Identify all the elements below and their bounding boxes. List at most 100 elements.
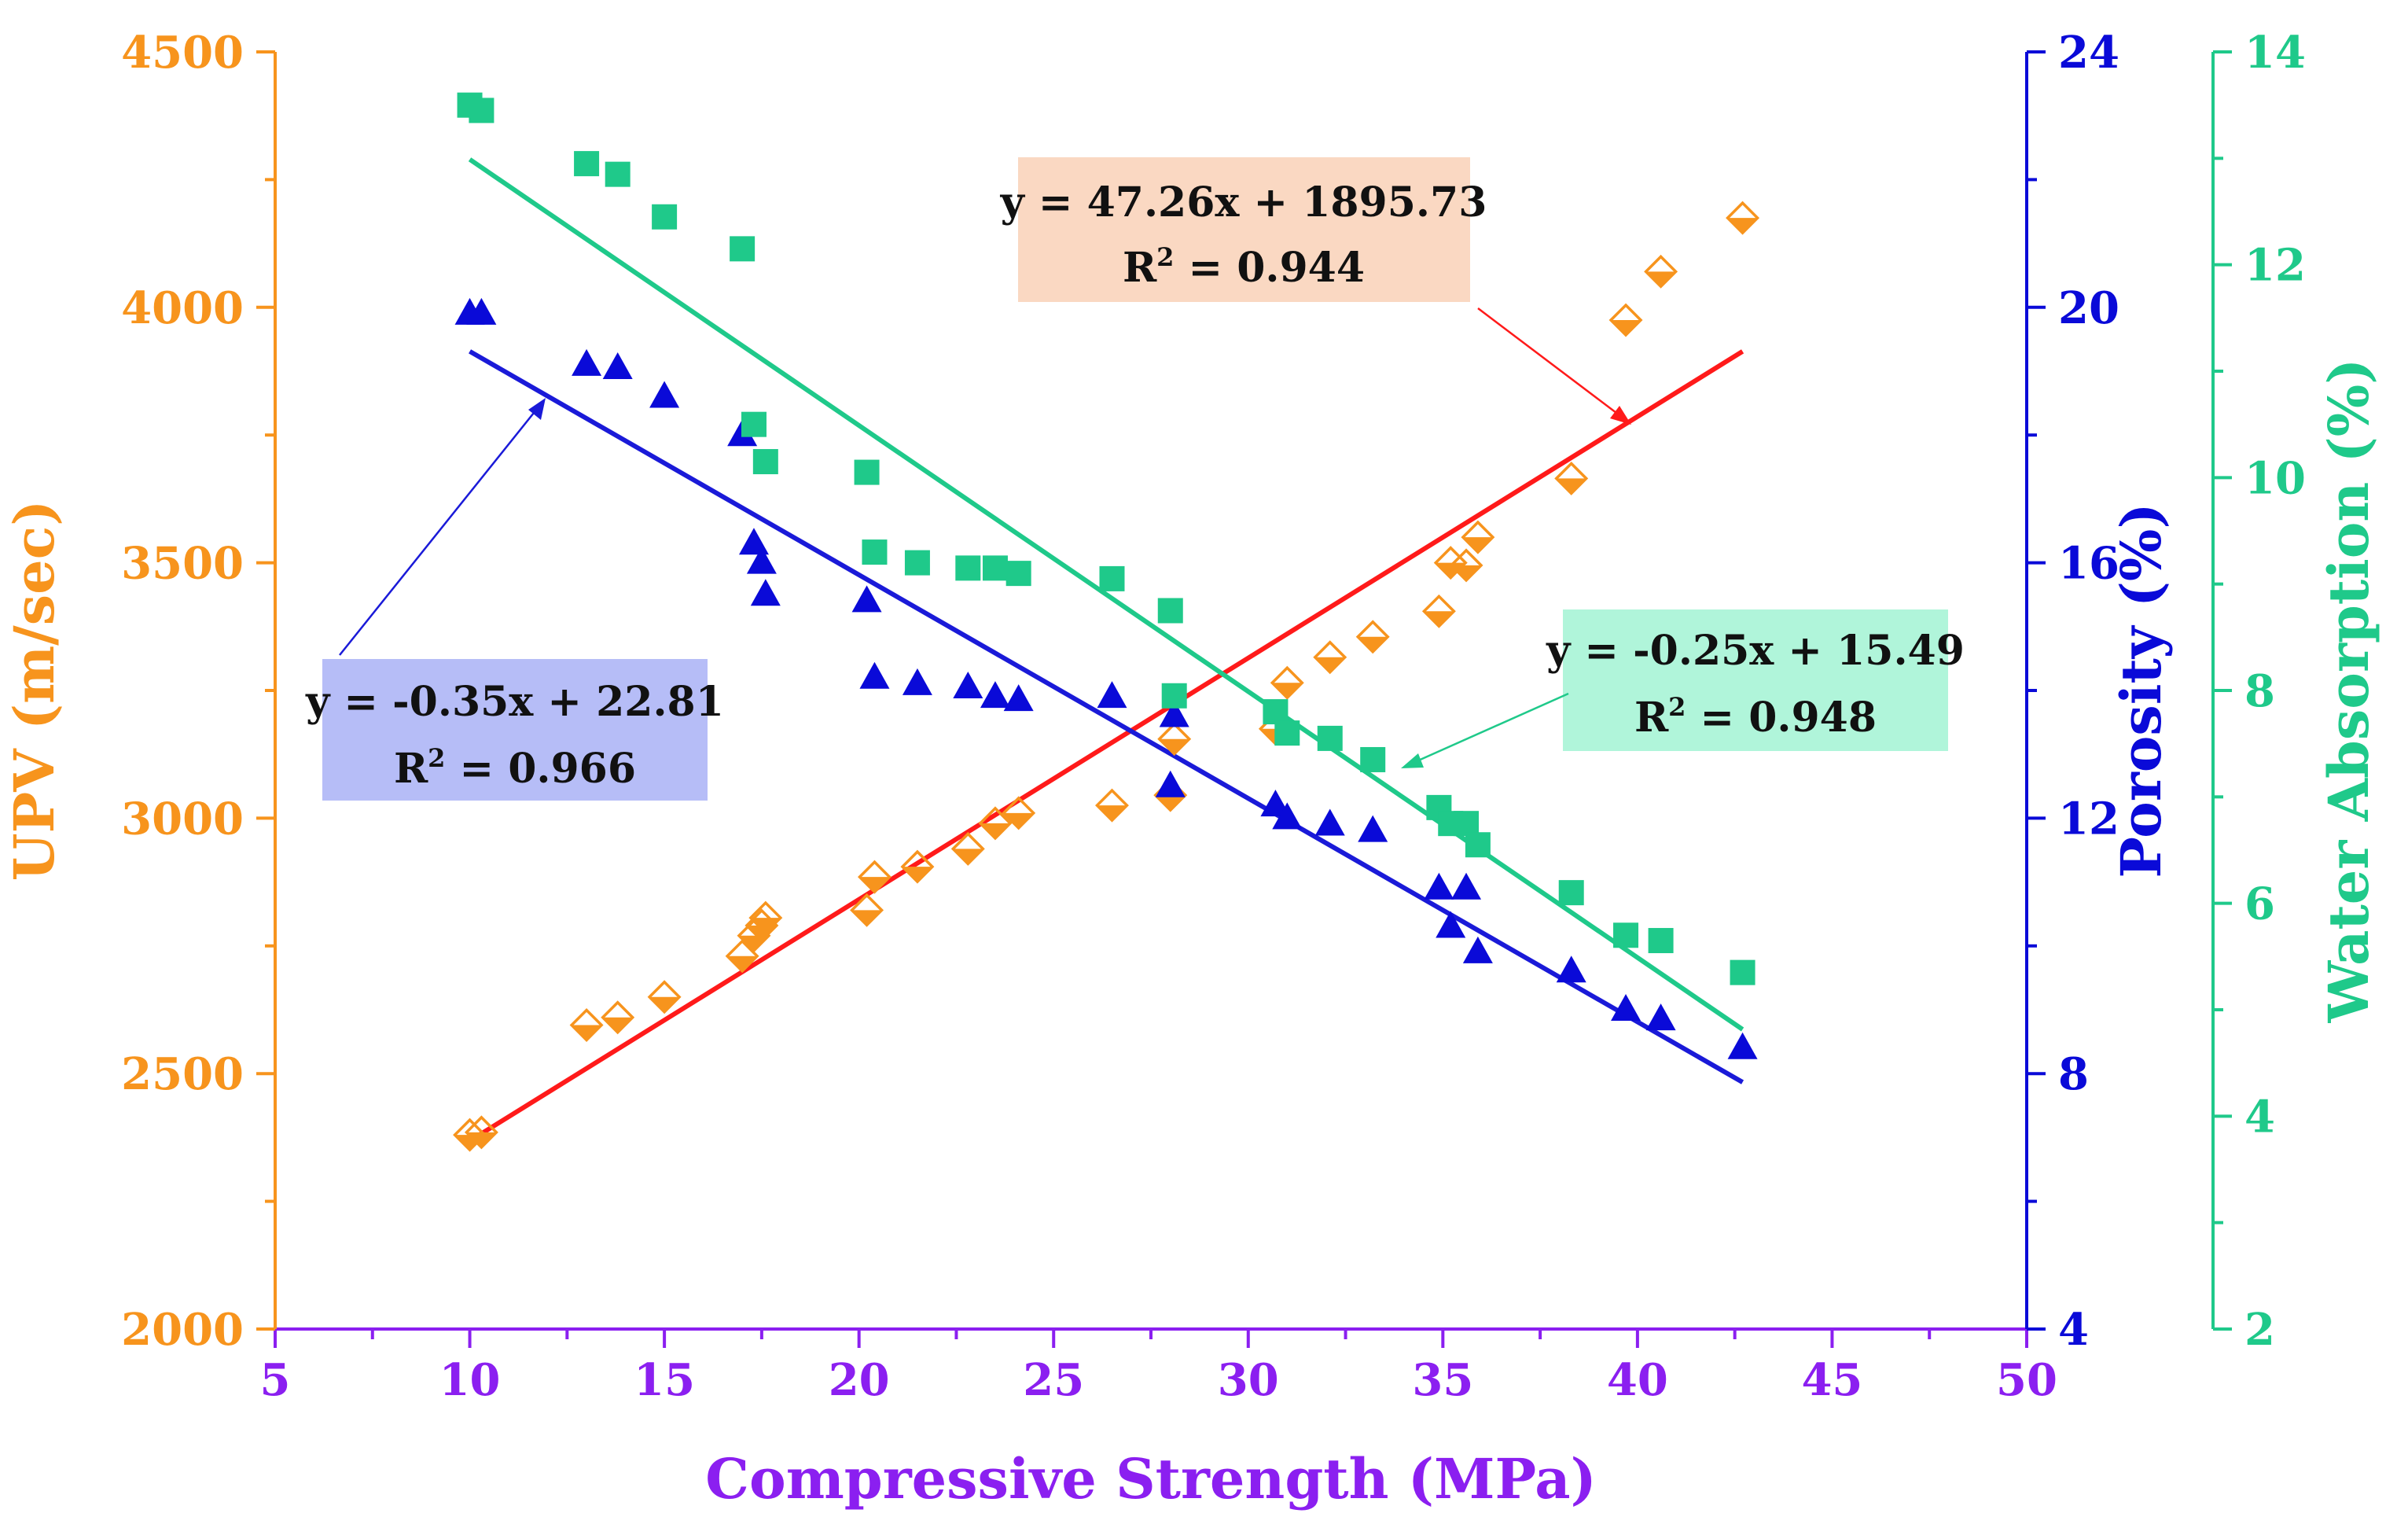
upv-r2-sup: 2 [1156,242,1174,272]
x-tick-label: 20 [829,1354,890,1406]
upv-point-outline [647,980,682,1014]
porosity-point [1611,994,1641,1021]
water-point [574,151,600,177]
porosity-series [454,297,1758,1059]
water-fit-line [468,157,1744,1032]
upv-point-fill [902,867,932,882]
water-series [457,92,1755,985]
water-point [862,539,888,565]
x-tick-label: 5 [260,1354,291,1406]
water-point [652,204,678,230]
upv-point-outline [1449,548,1483,583]
upv-point-fill [1097,805,1127,821]
upv-point-fill [572,1025,602,1040]
upv-point [1461,520,1495,554]
water-point [1161,683,1187,709]
porosity-point [572,348,602,376]
upv-point [978,806,1013,841]
upv-point-fill [1451,565,1482,580]
upv-point-fill [1314,657,1345,672]
porosity-point [1003,684,1034,712]
upv-point-outline [1270,665,1304,700]
x-tick-label: 30 [1218,1354,1279,1406]
water-point [955,555,981,581]
x-tick-label: 45 [1801,1354,1862,1406]
upv-point-outline [857,860,892,894]
water-equation-bg [1563,609,1948,751]
upv-point-fill [1003,812,1034,828]
upv-tick-label: 2000 [121,1304,244,1356]
water-equation: y = -0.25x + 15.49 [1546,627,1965,675]
water-point [1099,565,1125,591]
porosity-tick-label: 20 [2058,282,2119,334]
porosity-r2: R2 = 0.966 [394,743,636,793]
upv-point-outline [1355,620,1390,654]
fit-lines [468,157,1744,1143]
water-tick-label: 2 [2244,1304,2275,1356]
upv-point-outline [1002,796,1036,830]
water-callout-arrow [1416,692,1569,763]
upv-point [1449,548,1483,583]
upv-point-fill [1424,611,1454,627]
porosity-point [602,352,633,379]
water-tick-label: 8 [2244,665,2275,717]
upv-callout-arrowhead [1610,406,1631,425]
porosity-fit-line [469,349,1744,1084]
water-tick-label: 4 [2244,1091,2275,1143]
upv-point [1608,303,1643,337]
water-point [730,236,755,262]
upv-axis-title: UPV (m/sec) [2,500,67,882]
porosity-point [1727,1032,1758,1059]
upv-point [850,893,884,927]
porosity-point [1358,815,1388,842]
upv-point [1554,461,1589,495]
upv-point-fill [953,849,983,864]
porosity-equation-box: y = -0.35x + 22.81 R2 = 0.966 [305,659,724,801]
upv-point-outline [569,1008,604,1042]
water-tick-label: 10 [2244,452,2306,504]
upv-point-fill [859,877,890,893]
upv-point-fill [466,1132,497,1147]
water-point [1157,598,1183,624]
porosity-point [1451,872,1482,900]
water-r2-sup: 2 [1668,692,1686,722]
water-point [1317,725,1343,751]
porosity-equation: y = -0.35x + 22.81 [305,678,724,726]
water-point [1730,959,1755,985]
water-point [1558,880,1584,906]
porosity-callout-arrowhead [528,398,546,420]
upv-point-outline [453,1117,487,1152]
upv-fit-line [468,349,1744,1143]
upv-point [1002,796,1036,830]
water-equation-box: y = -0.25x + 15.49 R2 = 0.948 [1546,609,1965,751]
porosity-point [1556,955,1586,983]
porosity-point [1645,1003,1676,1031]
upv-point-fill [1645,271,1676,287]
water-point [1005,561,1031,587]
upv-point-outline [1726,201,1760,235]
upv-point-fill [1556,478,1586,494]
upv-point [725,939,759,974]
upv-point [1355,620,1390,654]
water-point [605,161,630,187]
upv-point [647,980,682,1014]
upv-point [464,1115,498,1150]
water-tick-label: 14 [2244,27,2306,79]
upv-point-fill [649,996,680,1012]
x-tick-label: 10 [439,1354,501,1406]
water-point [1263,699,1289,725]
upv-point-outline [1608,303,1643,337]
porosity-point [902,668,932,695]
upv-point-outline [1461,520,1495,554]
water-point [982,555,1008,581]
upv-tick-label: 4000 [121,282,244,334]
upv-equation-box: y = 47.26x + 1895.73 R2 = 0.944 [1000,157,1487,302]
porosity-point [1155,770,1186,797]
upv-point-outline [1313,640,1347,675]
upv-point-outline [1644,254,1678,289]
water-tick-label: 6 [2244,878,2275,930]
upv-point-outline [850,893,884,927]
upv-point-fill [1358,636,1388,652]
upv-point-outline [725,939,759,974]
